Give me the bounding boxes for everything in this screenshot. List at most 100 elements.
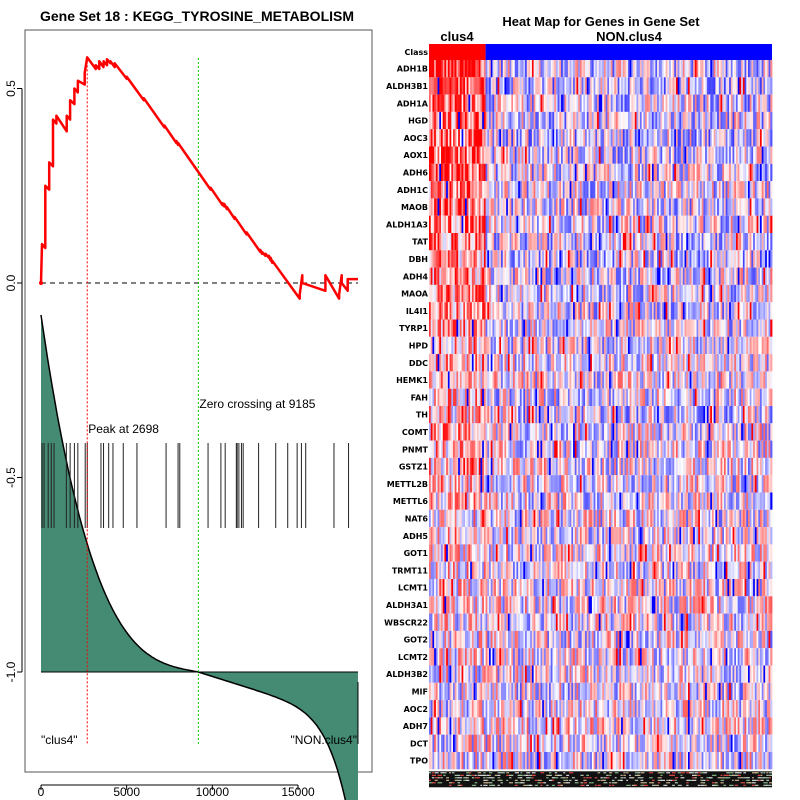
heatmap-cell (699, 319, 703, 337)
heatmap-cell (466, 336, 469, 355)
heatmap-cell (694, 163, 697, 182)
heatmap-cell (509, 215, 512, 233)
heatmap-cell (643, 129, 646, 147)
heatmap-cell (487, 457, 490, 476)
heatmap-cell (458, 371, 461, 389)
heatmap-cell (651, 457, 655, 476)
heatmap-cell (754, 111, 757, 130)
heatmap-cell (617, 163, 620, 182)
heatmap-cell (437, 406, 440, 424)
heatmap-cell (535, 94, 538, 112)
heatmap-cell (727, 371, 730, 389)
heatmap-cell (432, 111, 435, 130)
heatmap-cell (730, 440, 733, 458)
heatmap-cell (434, 354, 437, 372)
heatmap-cell (490, 406, 493, 424)
heatmap-cell (537, 215, 540, 233)
heatmap-cell (504, 284, 507, 303)
heatmap-cell (739, 77, 742, 95)
heatmap-cell (643, 440, 646, 458)
heatmap-cell (689, 457, 692, 476)
heatmap-cell (547, 267, 550, 285)
heatmap-cell (717, 60, 720, 78)
heatmap-cell (473, 146, 476, 164)
heatmap-cell (753, 233, 756, 251)
heatmap-cell (687, 198, 691, 216)
heatmap-cell (638, 111, 641, 130)
heatmap-cell (602, 354, 605, 372)
heatmap-cell (497, 423, 500, 441)
heatmap-cell (437, 457, 440, 476)
heatmap-cell (588, 388, 591, 406)
heatmap-cell (513, 267, 516, 285)
heatmap-cell (516, 336, 519, 355)
heatmap-cell (543, 319, 547, 337)
heatmap-cell (459, 423, 462, 441)
heatmap-cell (465, 233, 468, 251)
heatmap-cell (447, 215, 450, 233)
heatmap-cell (682, 388, 685, 406)
heatmap-cell (653, 371, 656, 389)
heatmap-cell (670, 423, 673, 441)
heatmap-cell (744, 302, 747, 320)
heatmap-cell (514, 111, 517, 130)
heatmap-cell (564, 267, 567, 285)
heatmap-cell (763, 302, 766, 320)
heatmap-cell (586, 354, 589, 372)
heatmap-cell (638, 302, 641, 320)
heatmap-cell (525, 129, 528, 147)
heatmap-cell (711, 146, 715, 164)
heatmap-cell (528, 233, 531, 251)
heatmap-cell (573, 475, 576, 493)
heatmap-cell (591, 215, 595, 233)
heatmap-cell (514, 129, 517, 147)
heatmap-cell (451, 267, 454, 285)
heatmap-cell (660, 267, 663, 285)
heatmap-cell (758, 111, 761, 130)
heatmap-cell (470, 406, 473, 424)
heatmap-cell (542, 423, 545, 441)
heatmap-cell (561, 423, 564, 441)
heatmap-cell (699, 423, 703, 441)
heatmap-cell (756, 302, 759, 320)
heatmap-cell (470, 215, 473, 233)
heatmap-cell (763, 181, 766, 199)
heatmap-cell (591, 233, 595, 251)
heatmap-cell (566, 457, 569, 476)
heatmap-cell (694, 60, 697, 78)
heatmap-cell (749, 198, 752, 216)
heatmap-cell (598, 198, 601, 216)
heatmap-cell (621, 371, 624, 389)
heatmap-cell (478, 371, 481, 389)
heatmap-cell (552, 198, 555, 216)
heatmap-cell (657, 319, 660, 337)
heatmap-cell (475, 319, 478, 337)
heatmap-cell (595, 388, 598, 406)
heatmap-cell (682, 284, 685, 303)
heatmap-cell (643, 371, 646, 389)
heatmap-cell (583, 284, 586, 303)
heatmap-cell (482, 302, 485, 320)
heatmap-cell (615, 440, 619, 458)
heatmap-cell (665, 181, 668, 199)
heatmap-cell (545, 233, 548, 251)
heatmap-cell (434, 319, 437, 337)
heatmap-cell (590, 406, 593, 424)
heatmap-cell (591, 319, 595, 337)
heatmap-cell (735, 146, 739, 164)
heatmap-cell (667, 111, 670, 130)
heatmap-cell (670, 215, 673, 233)
heatmap-cell (626, 319, 629, 337)
heatmap-cell (615, 267, 619, 285)
heatmap-cell (473, 77, 476, 95)
heatmap-cell (751, 267, 754, 285)
heatmap-cell (485, 146, 488, 164)
heatmap-cell (528, 111, 531, 130)
heatmap-cell (439, 302, 442, 320)
heatmap-cell (765, 215, 768, 233)
heatmap-cell (554, 146, 557, 164)
heatmap-cell (609, 267, 612, 285)
heatmap-cell (470, 336, 473, 355)
heatmap-cell (593, 319, 596, 337)
heatmap-cell (549, 77, 552, 95)
